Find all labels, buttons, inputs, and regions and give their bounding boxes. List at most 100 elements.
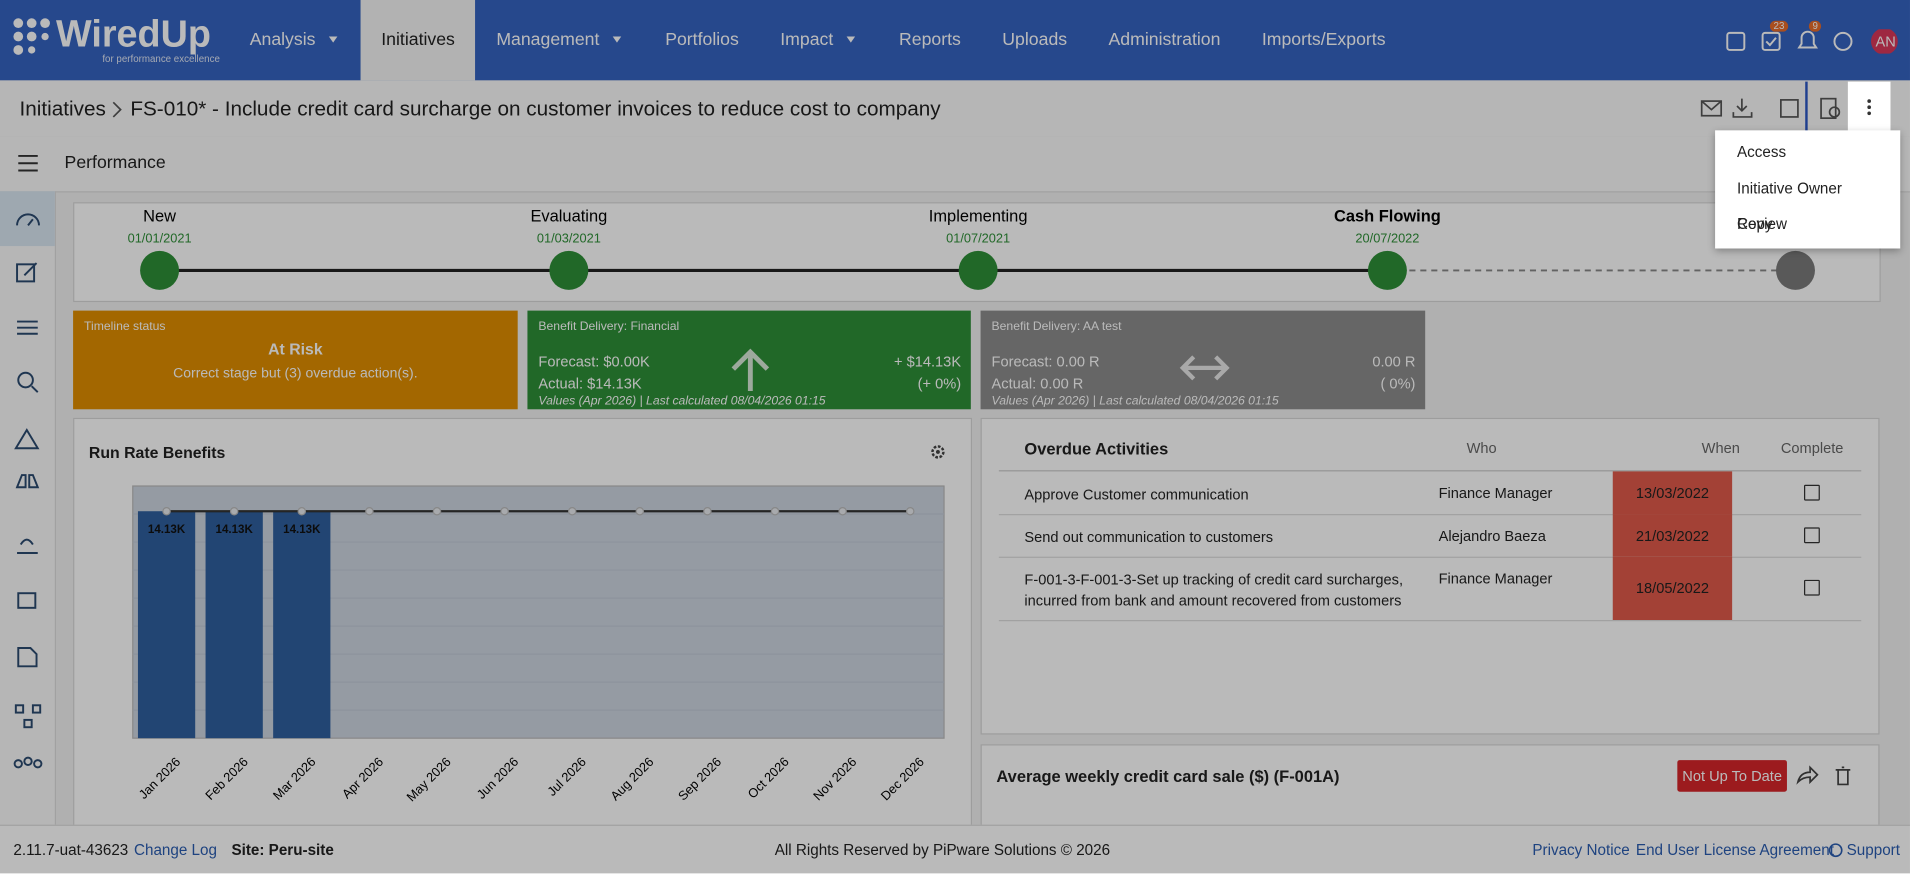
kebab-icon <box>1867 99 1872 116</box>
line-point <box>838 506 847 516</box>
line-point <box>365 506 374 516</box>
nav-label: Initiatives <box>381 30 455 50</box>
nav-label: Uploads <box>1002 30 1068 50</box>
section-bar: Performance <box>0 136 1910 193</box>
menu-item[interactable]: Copy <box>1737 215 1773 233</box>
caret <box>612 36 622 43</box>
line-point <box>297 506 307 516</box>
col-header: Who <box>1466 439 1497 457</box>
nav-item[interactable]: Uploads <box>982 0 1088 80</box>
nav-label: Reports <box>899 30 961 50</box>
when-cell <box>1612 556 1733 621</box>
site: Site: Peru-site <box>231 841 334 859</box>
activity: F-001-3-F-001-3-Set up tracking of credi… <box>1024 571 1404 610</box>
nav-item[interactable]: Analysis <box>229 0 361 80</box>
activity: Approve Customer communication <box>1024 486 1249 504</box>
toolbar-icons <box>1700 97 1841 120</box>
table-title: Overdue Activities <box>1024 439 1169 459</box>
caret-shape <box>328 36 338 43</box>
hamburger[interactable] <box>17 153 39 172</box>
stage-tracker: New 01/01/2021 Evaluating 01/03/2021 Impleme… <box>73 202 1881 303</box>
line-point <box>703 506 712 516</box>
aa-card: Benefit Delivery: AA test Forecast: 0.00… <box>980 310 1426 410</box>
stage-date: 01/01/2021 <box>128 230 192 245</box>
delta: 0.00 R <box>1372 353 1416 371</box>
line-point <box>770 506 780 516</box>
nav-icons <box>1726 29 1898 54</box>
line-point <box>500 506 509 516</box>
line-point <box>432 506 442 516</box>
stage-dot <box>549 250 589 290</box>
version: 2.11.7-uat-43623 <box>13 841 129 859</box>
stage-dot <box>958 250 998 290</box>
dropdown-menu: Access Initiative Owner Review Copy <box>1715 130 1901 248</box>
timeline-card: Timeline status At Risk Correct stage bu… <box>73 310 518 410</box>
nav-label: Imports/Exports <box>1261 30 1386 50</box>
tagline: for performance excellence <box>102 53 220 65</box>
nav-label: Analysis <box>249 30 316 50</box>
logo: WiredUp <box>56 12 211 55</box>
neutral-arrow <box>1179 355 1230 381</box>
stage-dot <box>1367 250 1407 290</box>
delta: + $14.13K <box>894 353 962 371</box>
data-label: 14.13K <box>148 524 186 536</box>
sidebar-active <box>0 191 55 247</box>
actual: Actual: 0.00 R <box>991 375 1084 393</box>
avatar[interactable]: AN <box>1875 32 1896 50</box>
more-button[interactable] <box>1847 81 1891 132</box>
forecast: Forecast: 0.00 R <box>991 353 1100 371</box>
when: 21/03/2022 <box>1635 526 1710 544</box>
nav-item[interactable]: Impact <box>760 0 879 80</box>
nav-label: Impact <box>780 30 834 50</box>
card-label: Benefit Delivery: AA test <box>991 320 1122 334</box>
changelog-link[interactable]: Change Log <box>133 841 217 859</box>
nav-item[interactable]: Initiatives <box>360 0 476 81</box>
menu-item[interactable]: Initiative Owner Review <box>1737 179 1842 233</box>
complete-checkbox[interactable] <box>1804 526 1820 543</box>
bar <box>137 511 196 739</box>
complete-checkbox[interactable] <box>1804 484 1820 501</box>
overdue-table: Overdue Activities Who When Complete Approv… <box>998 419 1862 733</box>
future-stage <box>1775 250 1815 290</box>
section-title: Performance <box>64 153 166 173</box>
nav-item[interactable]: Portfolios <box>644 0 759 80</box>
nav-item[interactable]: Imports/Exports <box>1241 0 1406 80</box>
support-link[interactable]: Support <box>1846 841 1900 859</box>
status-badge: Not Up To Date <box>1677 760 1787 792</box>
privacy-link[interactable]: Privacy Notice <box>1532 841 1630 859</box>
measure-title: Average weekly credit card sale ($) (F-0… <box>996 767 1340 786</box>
up-arrow <box>731 348 770 392</box>
row-rule <box>998 620 1862 622</box>
settings-icon[interactable] <box>929 443 946 460</box>
when-cell <box>1612 514 1733 557</box>
stage-date: 01/03/2021 <box>537 230 601 245</box>
nav-item[interactable]: Administration <box>1088 0 1241 80</box>
menu-item[interactable]: Access <box>1737 143 1787 161</box>
breadcrumb-root[interactable]: Initiatives <box>19 97 106 121</box>
data-label: 14.13K <box>283 524 321 536</box>
overdue-panel: Overdue Activities Who When Complete Approv… <box>980 417 1880 735</box>
line-point <box>229 506 239 516</box>
sidebar-icons <box>13 213 43 769</box>
col-header: Complete <box>1780 439 1844 457</box>
complete-checkbox[interactable] <box>1804 579 1820 596</box>
header-rule <box>998 470 1862 472</box>
eula-link[interactable]: End User License Agreement <box>1635 841 1834 859</box>
row-rule <box>998 514 1862 516</box>
plot-area <box>132 485 945 739</box>
nav-label: Portfolios <box>665 30 739 50</box>
nav-item[interactable]: Reports <box>878 0 981 80</box>
actual: Actual: $14.13K <box>538 375 642 393</box>
stage-name: Evaluating <box>530 208 607 226</box>
alerts-badge: 9 <box>1808 20 1822 32</box>
status-note: Correct stage but (3) overdue action(s). <box>173 366 418 382</box>
bar <box>205 511 263 739</box>
activity: Send out communication to customers <box>1024 528 1274 546</box>
nav-item[interactable]: Management <box>476 0 645 80</box>
measure-panel: Average weekly credit card sale ($) (F-0… <box>980 744 1880 835</box>
nav-label: Administration <box>1108 30 1221 50</box>
footer: 2.11.7-uat-43623 Change Log Site: Peru-s… <box>0 824 1910 875</box>
